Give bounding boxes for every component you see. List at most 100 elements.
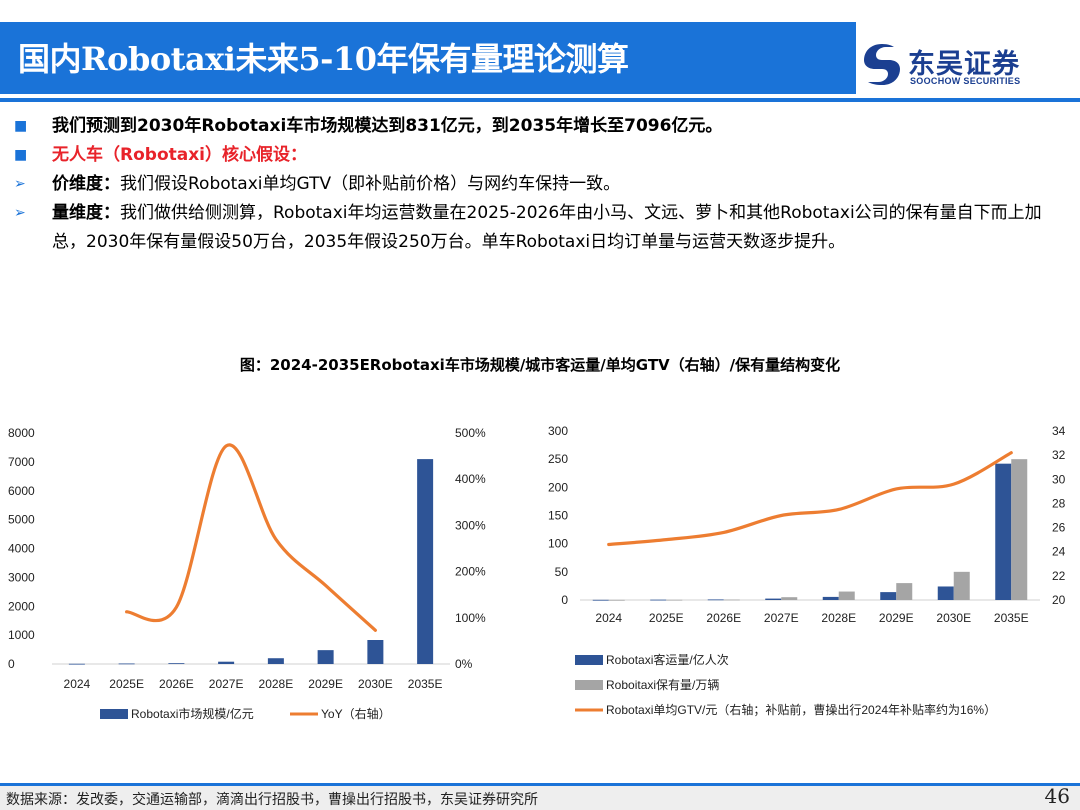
bullet-heading: 无人车（Robotaxi）核心假设：	[52, 145, 308, 165]
y-right-tick-label: 30	[1052, 472, 1066, 486]
x-tick-label: 2026E	[706, 611, 741, 625]
y-right-tick-label: 20	[1052, 593, 1066, 607]
legend-label: Robotaxi客运量/亿人次	[606, 652, 729, 667]
legend-swatch	[100, 709, 128, 719]
page-number: 46	[1044, 784, 1070, 808]
x-tick-label: 2029E	[879, 611, 914, 625]
x-tick-label: 2030E	[936, 611, 971, 625]
x-tick-label: 2024	[64, 677, 91, 691]
bullet-text: 我们做供给侧测算，Robotaxi年均运营数量在2025-2026年由小马、文远…	[52, 203, 1042, 252]
x-tick-label: 2029E	[308, 677, 343, 691]
y-right-tick-label: 32	[1052, 448, 1066, 462]
bullet-label: 价维度：	[52, 174, 120, 194]
y-left-tick-label: 250	[548, 452, 568, 466]
logo-subtext: SOOCHOW SECURITIES	[910, 76, 1021, 86]
y-right-tick-label: 22	[1052, 569, 1066, 583]
bar	[781, 597, 798, 600]
y-left-tick-label: 2000	[8, 599, 35, 613]
y-right-tick-label: 24	[1052, 545, 1066, 559]
x-tick-label: 2025E	[649, 611, 684, 625]
y-left-tick-label: 150	[548, 509, 568, 523]
company-logo: 东吴证券 SOOCHOW SECURITIES	[860, 44, 1070, 88]
y-left-tick-label: 50	[555, 565, 569, 579]
logo-mark-icon	[864, 44, 900, 85]
y-left-tick-label: 8000	[8, 426, 35, 440]
bar	[417, 459, 434, 664]
bullet-item: ■ 我们预测到2030年Robotaxi车市场规模达到831亿元，到2035年增…	[14, 112, 1064, 141]
x-tick-label: 2028E	[259, 677, 294, 691]
y-left-tick-label: 3000	[8, 570, 35, 584]
y-right-tick-label: 300%	[455, 518, 486, 532]
x-tick-label: 2035E	[994, 611, 1029, 625]
y-left-tick-label: 6000	[8, 484, 35, 498]
legend-label: Robotaxi市场规模/亿元	[131, 706, 254, 721]
legend-swatch	[575, 655, 603, 665]
y-right-tick-label: 100%	[455, 611, 486, 625]
arrow-bullet-icon: ➢	[14, 176, 26, 192]
y-left-tick-label: 1000	[8, 628, 35, 642]
x-tick-label: 2024	[595, 611, 622, 625]
ridership-chart: 0 50 100 150 200 250 300 20 22 24 26 28 30 32 34 2024 20…	[548, 424, 1066, 717]
market-size-chart: 0 1000 2000 3000 4000 5000 6000 7000 8000 0% 100% 2…	[8, 426, 486, 721]
logo-text: 东吴证券	[908, 49, 1020, 80]
bar	[838, 591, 855, 600]
bar	[1011, 459, 1028, 600]
bar	[896, 583, 913, 600]
bar	[937, 586, 954, 600]
x-tick-label: 2027E	[209, 677, 244, 691]
y-right-tick-label: 200%	[455, 565, 486, 579]
y-right-tick-label: 26	[1052, 521, 1066, 535]
bullet-list: ■ 我们预测到2030年Robotaxi车市场规模达到831亿元，到2035年增…	[14, 112, 1064, 257]
y-left-tick-label: 300	[548, 424, 568, 438]
legend-swatch	[575, 680, 603, 690]
bar	[822, 596, 839, 600]
y-left-tick-label: 5000	[8, 513, 35, 527]
bar	[995, 463, 1012, 600]
bar	[723, 599, 740, 601]
line-series	[607, 451, 1013, 547]
bar	[267, 658, 284, 664]
bullet-item: ➢ 价维度：我们假设Robotaxi单均GTV（即补贴前价格）与网约车保持一致。	[14, 170, 1064, 199]
bar	[367, 640, 384, 664]
bar	[317, 650, 334, 664]
header-divider	[0, 98, 1080, 102]
x-tick-label: 2028E	[821, 611, 856, 625]
y-left-tick-label: 0	[561, 593, 568, 607]
header-bar	[0, 22, 856, 94]
bar	[666, 599, 683, 601]
page-title: 国内Robotaxi未来5-10年保有量理论测算	[18, 40, 629, 78]
square-bullet-icon: ■	[14, 118, 28, 134]
bullet-text: 我们预测到2030年Robotaxi车市场规模达到831亿元，到2035年增长至…	[52, 116, 723, 136]
bullet-label: 量维度：	[52, 203, 120, 223]
bullet-item: ■ 无人车（Robotaxi）核心假设：	[14, 141, 1064, 170]
y-left-tick-label: 4000	[8, 542, 35, 556]
x-tick-label: 2030E	[358, 677, 393, 691]
y-right-tick-label: 400%	[455, 472, 486, 486]
square-bullet-icon: ■	[14, 147, 28, 163]
bar	[953, 571, 970, 600]
bar	[592, 599, 609, 601]
bullet-item: ➢ 量维度：我们做供给侧测算，Robotaxi年均运营数量在2025-2026年…	[14, 199, 1064, 257]
y-right-tick-label: 500%	[455, 426, 486, 440]
bar	[765, 598, 782, 600]
bar	[168, 663, 185, 664]
x-tick-label: 2027E	[764, 611, 799, 625]
bar	[650, 599, 667, 601]
bar	[118, 663, 135, 665]
legend-label: YoY（右轴）	[321, 706, 391, 721]
data-source: 数据来源：发改委，交通运输部，滴滴出行招股书，曹操出行招股书，东吴证券研究所	[6, 792, 538, 808]
y-left-tick-label: 200	[548, 480, 568, 494]
x-tick-label: 2026E	[159, 677, 194, 691]
legend-label: Roboitaxi保有量/万辆	[606, 678, 719, 692]
x-tick-label: 2025E	[109, 677, 144, 691]
footer-divider	[0, 783, 1080, 786]
y-right-tick-label: 28	[1052, 496, 1066, 510]
footer-bar	[0, 786, 1080, 810]
y-left-tick-label: 0	[8, 657, 15, 671]
bar	[608, 599, 625, 601]
bar	[880, 592, 897, 600]
y-left-tick-label: 100	[548, 537, 568, 551]
x-tick-label: 2035E	[408, 677, 443, 691]
y-right-tick-label: 34	[1052, 424, 1066, 438]
bar	[707, 599, 724, 601]
